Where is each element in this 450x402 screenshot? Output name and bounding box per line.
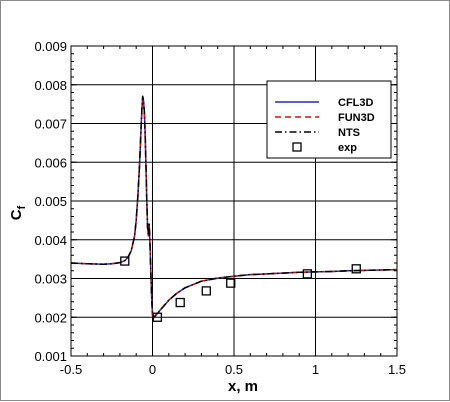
exp-marker — [201, 286, 211, 296]
y-tick-label: 0.007 — [34, 117, 67, 132]
svg-text:Cf: Cf — [8, 205, 28, 220]
legend-exp-swatch — [292, 142, 302, 152]
y-tick-label: 0.002 — [34, 310, 67, 325]
y-tick-label: 0.006 — [34, 155, 67, 170]
x-tick-label: 0.5 — [225, 362, 243, 377]
tick-labels: -0.5 0 0.5 1 1.5 0.001 0.002 0.003 0.004 0.005 0.0… — [34, 39, 406, 377]
exp-marker — [351, 264, 361, 274]
y-tick-label: 0.001 — [34, 349, 67, 364]
ticks — [70, 45, 398, 357]
legend-box — [266, 80, 392, 159]
markers-layer — [120, 256, 361, 322]
exp-marker — [226, 278, 236, 288]
y-tick-label: 0.004 — [34, 233, 67, 248]
x-tick-label: 1.5 — [388, 362, 406, 377]
series-layer — [70, 95, 398, 319]
legend-exp-label: exp — [338, 142, 357, 154]
legend-nts-label: NTS — [338, 127, 360, 139]
y-tick-label: 0.008 — [34, 78, 67, 93]
y-axis-title-main: C — [8, 209, 25, 220]
x-tick-label: -0.5 — [60, 362, 82, 377]
y-tick-label: 0.005 — [34, 194, 67, 209]
exp-marker — [152, 312, 163, 322]
x-tick-label: 1 — [312, 362, 319, 377]
legend-fun3d-label: FUN3D — [338, 112, 375, 124]
exp-marker — [120, 256, 130, 266]
y-axis-title: Cf — [8, 205, 28, 220]
nts-series-line — [70, 95, 398, 319]
legend: CFL3D FUN3D NTS exp — [266, 80, 392, 159]
legend-cfl3d-label: CFL3D — [338, 97, 374, 109]
exp-marker — [175, 297, 185, 308]
y-tick-label: 0.009 — [34, 39, 67, 54]
x-tick-label: 0 — [149, 362, 156, 377]
exp-marker — [302, 269, 313, 279]
y-tick-label: 0.003 — [34, 272, 67, 287]
x-axis-title: x, m — [228, 378, 258, 395]
y-axis-title-sub: f — [16, 205, 28, 209]
